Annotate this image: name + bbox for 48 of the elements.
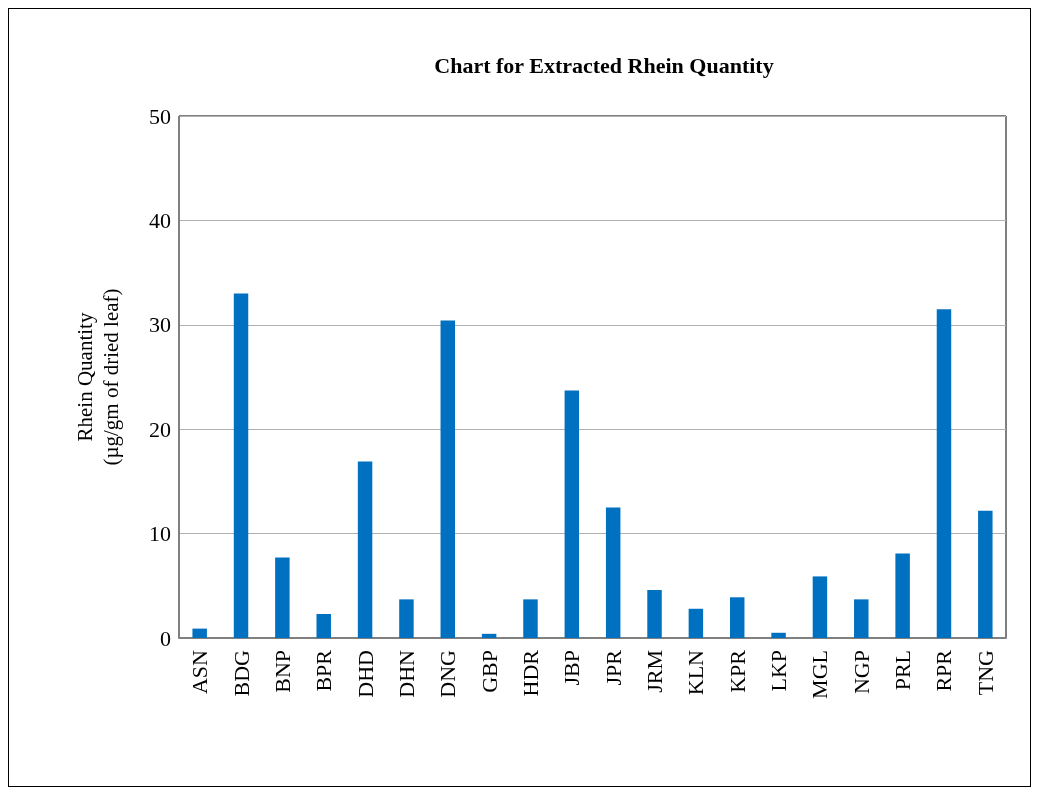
x-tick-label: ASN <box>187 649 213 695</box>
x-tick-label: JPR <box>600 649 626 686</box>
bar <box>440 320 456 638</box>
chart-title: Chart for Extracted Rhein Quantity <box>434 52 774 78</box>
bar <box>399 599 414 638</box>
bar <box>605 507 621 638</box>
x-tick-label: KPR <box>724 649 750 693</box>
x-tick-label: BNP <box>269 650 295 693</box>
bar <box>688 608 704 638</box>
x-tick-label: DNG <box>435 649 461 698</box>
bar <box>275 557 290 638</box>
bar <box>729 597 745 638</box>
bar <box>854 599 869 638</box>
x-tick-label: HDR <box>517 649 543 697</box>
x-tick-label: JRM <box>642 650 668 693</box>
bar <box>481 633 497 638</box>
bar <box>978 510 993 638</box>
bar <box>936 309 952 638</box>
x-tick-label: GBP <box>476 650 502 693</box>
bar <box>812 576 828 638</box>
x-tick-label: TNG <box>972 649 998 696</box>
y-tick-label: 30 <box>149 312 171 338</box>
x-tick-label: DHD <box>352 650 378 698</box>
bar <box>523 599 538 638</box>
bar <box>316 613 331 638</box>
x-tick-label: JBP <box>559 650 585 686</box>
x-tick-label: NGP <box>848 650 874 695</box>
y-tick-label: 20 <box>149 416 171 442</box>
bar <box>895 553 910 638</box>
bar <box>564 390 580 638</box>
bar <box>233 293 249 638</box>
y-tick-label: 40 <box>149 207 171 233</box>
x-tick-label: RPR <box>931 649 957 692</box>
x-tick-label: PRL <box>890 650 916 691</box>
x-tick-label: BPR <box>311 649 337 692</box>
bar <box>192 628 207 638</box>
x-tick-label: KLN <box>683 649 709 696</box>
y-tick-label: 0 <box>160 625 171 651</box>
x-tick-label: DHN <box>393 649 419 698</box>
x-tick-label: MGL <box>807 650 833 699</box>
x-tick-label: LKP <box>766 650 792 692</box>
y-tick-label: 50 <box>149 103 171 129</box>
bar <box>357 461 373 638</box>
x-tick-label: BDG <box>228 649 254 697</box>
y-tick-label: 10 <box>149 521 171 547</box>
bar <box>647 589 662 638</box>
bar <box>771 632 786 638</box>
y-axis-title: Rhein Quantity (µg/gm of dried leaf) <box>73 288 123 466</box>
